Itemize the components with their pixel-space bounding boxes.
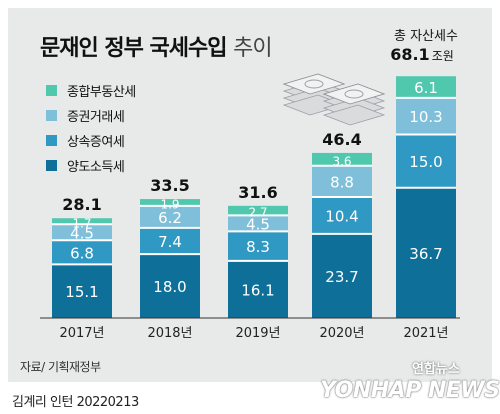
segment-label-jeunggwon: 4.5 [70, 224, 94, 242]
bar-segment-jonghap [52, 218, 112, 225]
bar-segment-jeunggwon [52, 224, 112, 241]
legend-swatch [46, 110, 57, 121]
segment-label-jonghap: 6.1 [414, 79, 438, 97]
total-unit: 조원 [432, 49, 454, 63]
legend-swatch [46, 135, 57, 146]
segment-label-jonghap: 2.7 [248, 206, 267, 220]
legend-label: 종합부동산세 [67, 85, 136, 100]
total-label: 28.1 [62, 195, 101, 214]
bar-segment-sangsok [312, 196, 372, 234]
segment-label-sangsok: 8.3 [246, 238, 270, 256]
bars-layer [52, 76, 456, 318]
total-value: 68.1 [390, 45, 429, 64]
segment-label-yangdo: 18.0 [153, 278, 186, 296]
bar-segment-jonghap [312, 152, 372, 166]
money-stack-icon [282, 73, 386, 126]
chart-title: 문재인 정부 국세수입 추이 [40, 30, 273, 62]
x-tick-label: 2021년 [403, 326, 448, 341]
segment-label-jeunggwon: 6.2 [158, 209, 182, 227]
legend-swatch [46, 85, 57, 96]
total-label: 46.4 [322, 130, 361, 149]
segment-label-sangsok: 7.4 [158, 233, 182, 251]
money-bill-mark [304, 79, 324, 89]
bar-segment-sangsok [52, 240, 112, 265]
bar-segment-jeunggwon [228, 215, 288, 232]
source-note: 자료/ 기획재정부 [20, 360, 101, 374]
bar-segment-sangsok [140, 227, 200, 255]
segment-label-jeunggwon: 8.8 [330, 173, 354, 191]
legend-item: 양도소득세 [46, 153, 136, 178]
segment-label-sangsok: 6.8 [70, 244, 94, 262]
money-bill-layer [322, 104, 386, 126]
legend-label: 상속증여세 [67, 135, 125, 150]
segment-label-jeunggwon: 10.3 [409, 108, 442, 126]
total-label: 31.6 [238, 183, 277, 202]
watermark-logo: 연합뉴스 [412, 362, 460, 377]
segment-label-jeunggwon: 4.5 [246, 215, 270, 233]
bar-segment-yangdo [52, 264, 112, 318]
bar-segment-jeunggwon [396, 97, 456, 135]
title-bold: 문재인 정부 국세수입 [40, 36, 227, 61]
legend-swatch [46, 160, 57, 171]
x-tick-label: 2020년 [319, 326, 364, 341]
legend-item: 종합부동산세 [46, 78, 136, 103]
bar-segment-jonghap [140, 199, 200, 206]
bar-segment-jeunggwon [312, 165, 372, 197]
legend-item: 상속증여세 [46, 128, 136, 153]
segment-label-sangsok: 15.0 [409, 153, 442, 171]
money-bill-mark [344, 89, 364, 99]
segment-label-jonghap: 1.7 [72, 216, 91, 230]
bar-segment-yangdo [140, 254, 200, 318]
segment-label-yangdo: 36.7 [409, 245, 442, 263]
segment-label-jonghap: 1.9 [160, 197, 179, 211]
segment-label-yangdo: 23.7 [325, 268, 358, 286]
total-note: 총 자산세수 [394, 29, 458, 44]
bar-segment-jonghap [396, 76, 456, 98]
bar-segment-jonghap [228, 205, 288, 216]
money-bill-top [282, 73, 346, 95]
segment-label-yangdo: 15.1 [65, 283, 98, 301]
total-label: 68.1 조원 [390, 45, 454, 64]
legend-label: 증권거래세 [67, 110, 125, 125]
bar-segment-yangdo [312, 233, 372, 318]
legend: 종합부동산세 증권거래세 상속증여세 양도소득세 [46, 78, 136, 178]
legend-label: 양도소득세 [67, 160, 125, 175]
bar-segment-sangsok [228, 231, 288, 261]
watermark-text: YONHAP NEWS [320, 378, 500, 403]
segment-label-yangdo: 16.1 [241, 281, 274, 299]
total-label: 33.5 [150, 176, 189, 195]
x-tick-label: 2017년 [59, 326, 104, 341]
segment-label-sangsok: 10.4 [325, 207, 358, 225]
legend-item: 증권거래세 [46, 103, 136, 128]
money-bill-top [322, 83, 386, 105]
labels-layer: 15.16.84.51.728.12017년18.07.46.21.933.52… [59, 29, 458, 341]
x-tick-label: 2018년 [147, 326, 192, 341]
x-tick-label: 2019년 [235, 326, 280, 341]
credit-line: 김계리 인턴 20220213 [12, 395, 139, 410]
bar-segment-jeunggwon [140, 205, 200, 228]
bar-segment-yangdo [396, 187, 456, 318]
bar-segment-yangdo [228, 260, 288, 318]
bar-segment-sangsok [396, 134, 456, 188]
segment-label-jonghap: 3.6 [332, 154, 351, 168]
title-light: 추이 [233, 36, 272, 61]
